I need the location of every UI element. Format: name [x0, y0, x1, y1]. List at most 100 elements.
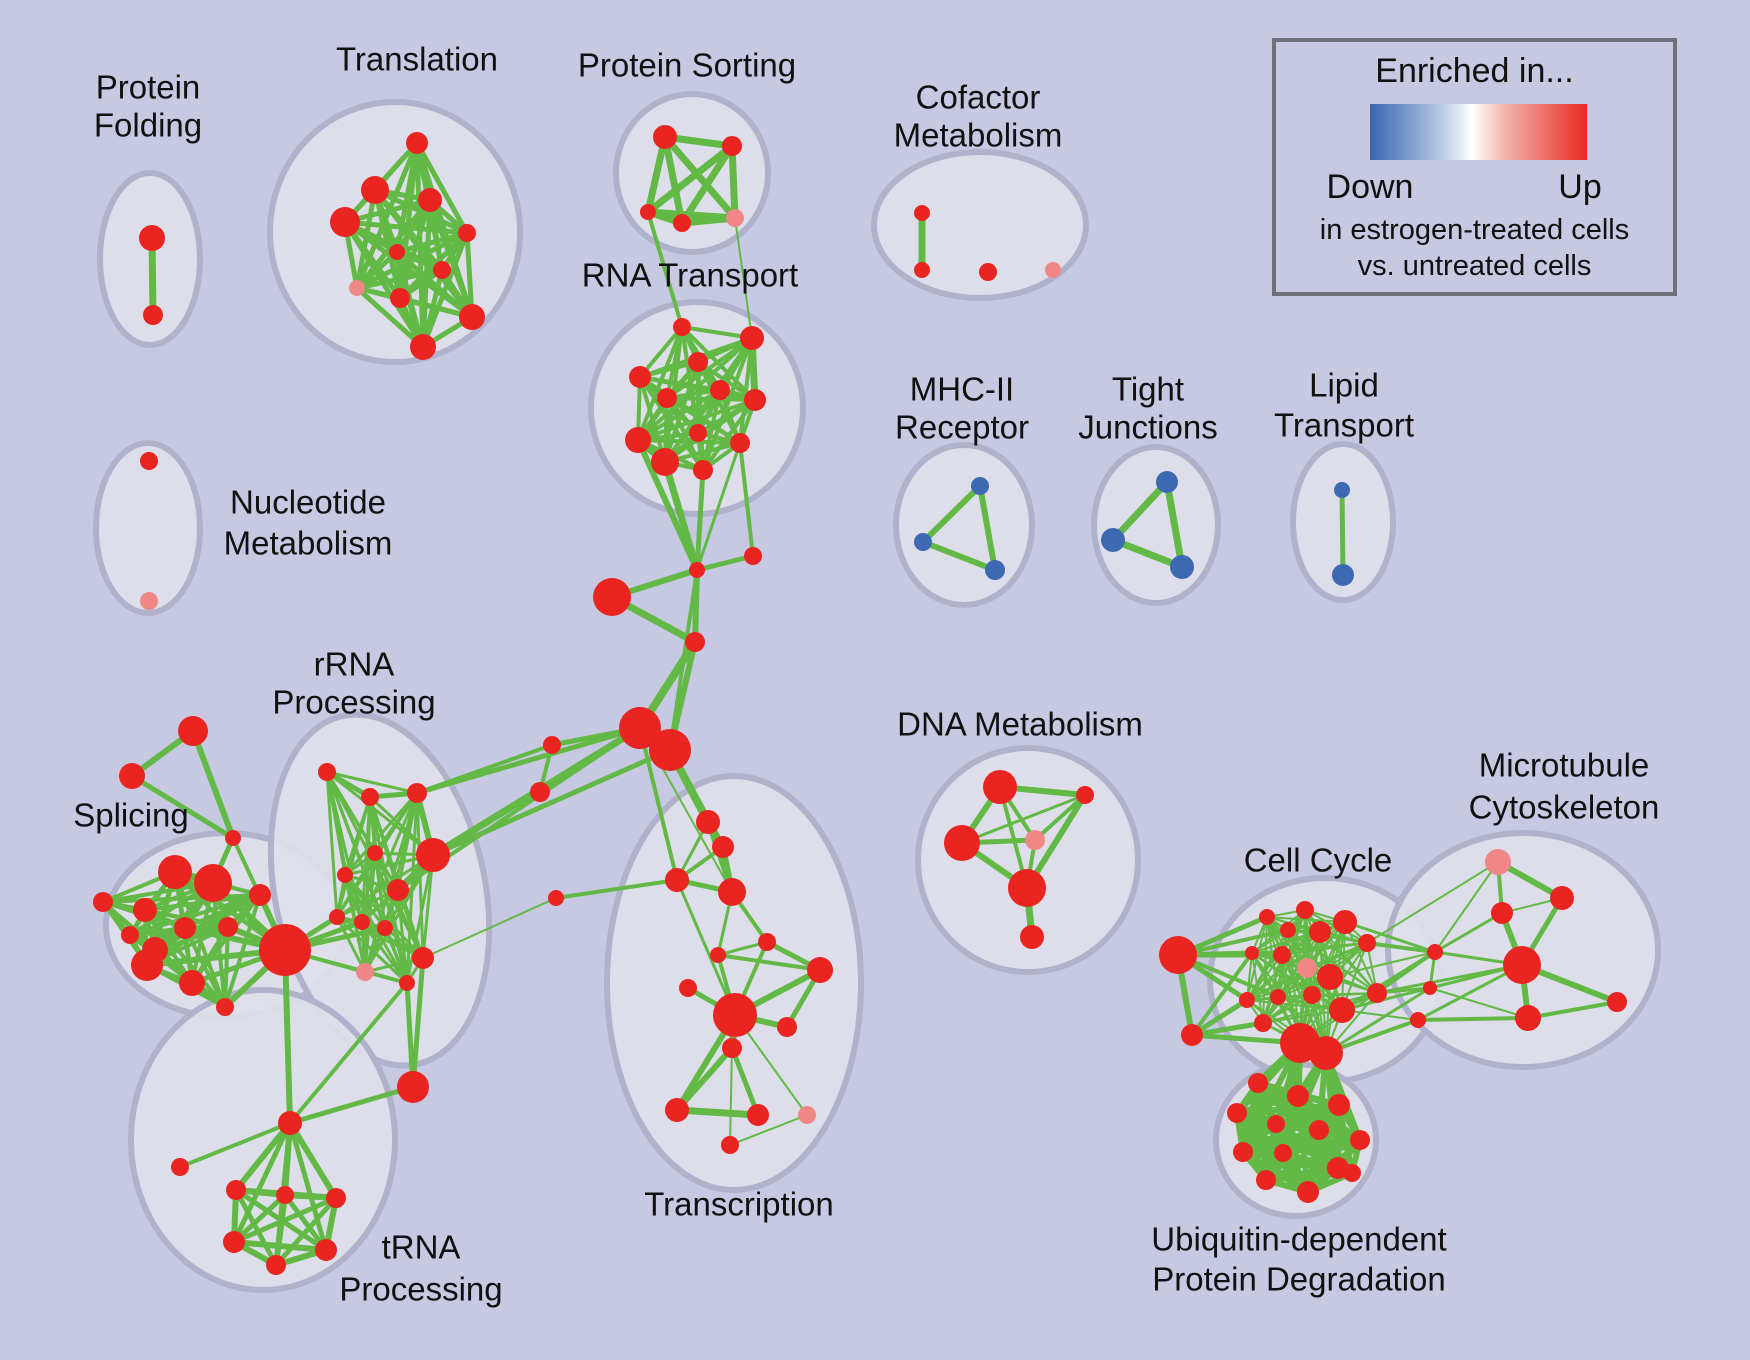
gene-set-node[interactable] — [730, 433, 750, 453]
gene-set-node[interactable] — [693, 460, 713, 480]
gene-set-node[interactable] — [349, 280, 365, 296]
gene-set-node[interactable] — [673, 318, 691, 336]
gene-set-node[interactable] — [1008, 869, 1046, 907]
gene-set-node[interactable] — [140, 592, 158, 610]
gene-set-node[interactable] — [1607, 992, 1627, 1012]
gene-set-node[interactable] — [1245, 946, 1259, 960]
gene-set-node[interactable] — [143, 305, 163, 325]
gene-set-node[interactable] — [747, 1104, 769, 1126]
gene-set-node[interactable] — [726, 209, 744, 227]
gene-set-node[interactable] — [914, 262, 930, 278]
gene-set-node[interactable] — [266, 1255, 286, 1275]
gene-set-node[interactable] — [807, 957, 833, 983]
gene-set-node[interactable] — [1159, 936, 1197, 974]
gene-set-node[interactable] — [121, 926, 139, 944]
gene-set-node[interactable] — [1259, 909, 1275, 925]
gene-set-node[interactable] — [171, 1158, 189, 1176]
gene-set-node[interactable] — [1309, 1036, 1343, 1070]
gene-set-node[interactable] — [685, 632, 705, 652]
gene-set-node[interactable] — [1367, 983, 1387, 1003]
gene-set-node[interactable] — [593, 578, 631, 616]
gene-set-node[interactable] — [397, 1071, 429, 1103]
gene-set-node[interactable] — [914, 205, 930, 221]
gene-set-node[interactable] — [218, 917, 238, 937]
gene-set-node[interactable] — [798, 1106, 816, 1124]
gene-set-node[interactable] — [640, 204, 656, 220]
gene-set-node[interactable] — [1329, 997, 1355, 1023]
gene-set-node[interactable] — [665, 1098, 689, 1122]
gene-set-node[interactable] — [249, 884, 271, 906]
gene-set-node[interactable] — [744, 389, 766, 411]
gene-set-node[interactable] — [433, 261, 451, 279]
gene-set-node[interactable] — [318, 763, 336, 781]
gene-set-node[interactable] — [139, 225, 165, 251]
gene-set-node[interactable] — [1233, 1142, 1253, 1162]
gene-set-node[interactable] — [985, 560, 1005, 580]
gene-set-node[interactable] — [1303, 986, 1321, 1004]
gene-set-node[interactable] — [418, 188, 442, 212]
gene-set-node[interactable] — [983, 770, 1017, 804]
gene-set-node[interactable] — [158, 855, 192, 889]
gene-set-node[interactable] — [1515, 1005, 1541, 1031]
gene-set-node[interactable] — [377, 920, 393, 936]
gene-set-node[interactable] — [1333, 910, 1357, 934]
gene-set-node[interactable] — [399, 975, 415, 991]
gene-set-node[interactable] — [1358, 934, 1376, 952]
gene-set-node[interactable] — [722, 136, 742, 156]
gene-set-node[interactable] — [619, 707, 661, 749]
gene-set-node[interactable] — [1170, 555, 1194, 579]
gene-set-node[interactable] — [329, 909, 345, 925]
gene-set-node[interactable] — [1273, 946, 1291, 964]
gene-set-node[interactable] — [337, 867, 353, 883]
gene-set-node[interactable] — [696, 810, 720, 834]
gene-set-node[interactable] — [259, 924, 311, 976]
gene-set-node[interactable] — [330, 207, 360, 237]
gene-set-node[interactable] — [718, 878, 746, 906]
gene-set-node[interactable] — [1491, 902, 1513, 924]
gene-set-node[interactable] — [131, 949, 163, 981]
gene-set-node[interactable] — [1287, 1085, 1309, 1107]
gene-set-node[interactable] — [1423, 981, 1437, 995]
gene-set-node[interactable] — [406, 132, 428, 154]
gene-set-node[interactable] — [689, 424, 707, 442]
gene-set-node[interactable] — [93, 892, 113, 912]
gene-set-node[interactable] — [710, 380, 730, 400]
gene-set-node[interactable] — [387, 879, 409, 901]
gene-set-node[interactable] — [1410, 1012, 1426, 1028]
gene-set-node[interactable] — [140, 452, 158, 470]
gene-set-node[interactable] — [777, 1017, 797, 1037]
gene-set-node[interactable] — [1550, 886, 1574, 910]
gene-set-node[interactable] — [1309, 1120, 1329, 1140]
gene-set-node[interactable] — [651, 448, 679, 476]
gene-set-node[interactable] — [1020, 925, 1044, 949]
gene-set-node[interactable] — [629, 366, 651, 388]
gene-set-node[interactable] — [459, 304, 485, 330]
gene-set-node[interactable] — [410, 334, 436, 360]
gene-set-node[interactable] — [710, 947, 726, 963]
gene-set-node[interactable] — [390, 288, 410, 308]
gene-set-node[interactable] — [1309, 921, 1331, 943]
gene-set-node[interactable] — [673, 214, 691, 232]
gene-set-node[interactable] — [1254, 1014, 1272, 1032]
gene-set-node[interactable] — [356, 963, 374, 981]
gene-set-node[interactable] — [971, 477, 989, 495]
gene-set-node[interactable] — [722, 1038, 742, 1058]
gene-set-node[interactable] — [657, 388, 677, 408]
gene-set-node[interactable] — [1101, 528, 1125, 552]
gene-set-node[interactable] — [665, 868, 689, 892]
gene-set-node[interactable] — [326, 1188, 346, 1208]
gene-set-node[interactable] — [653, 125, 677, 149]
gene-set-node[interactable] — [543, 736, 561, 754]
gene-set-node[interactable] — [530, 782, 550, 802]
gene-set-node[interactable] — [1328, 1094, 1350, 1116]
gene-set-node[interactable] — [679, 979, 697, 997]
gene-set-node[interactable] — [223, 1231, 245, 1253]
gene-set-node[interactable] — [758, 933, 776, 951]
gene-set-node[interactable] — [1343, 1164, 1361, 1182]
gene-set-node[interactable] — [1045, 262, 1061, 278]
gene-set-node[interactable] — [225, 830, 241, 846]
gene-set-node[interactable] — [1332, 564, 1354, 586]
gene-set-node[interactable] — [712, 836, 734, 858]
gene-set-node[interactable] — [367, 845, 383, 861]
gene-set-node[interactable] — [1274, 1144, 1292, 1162]
